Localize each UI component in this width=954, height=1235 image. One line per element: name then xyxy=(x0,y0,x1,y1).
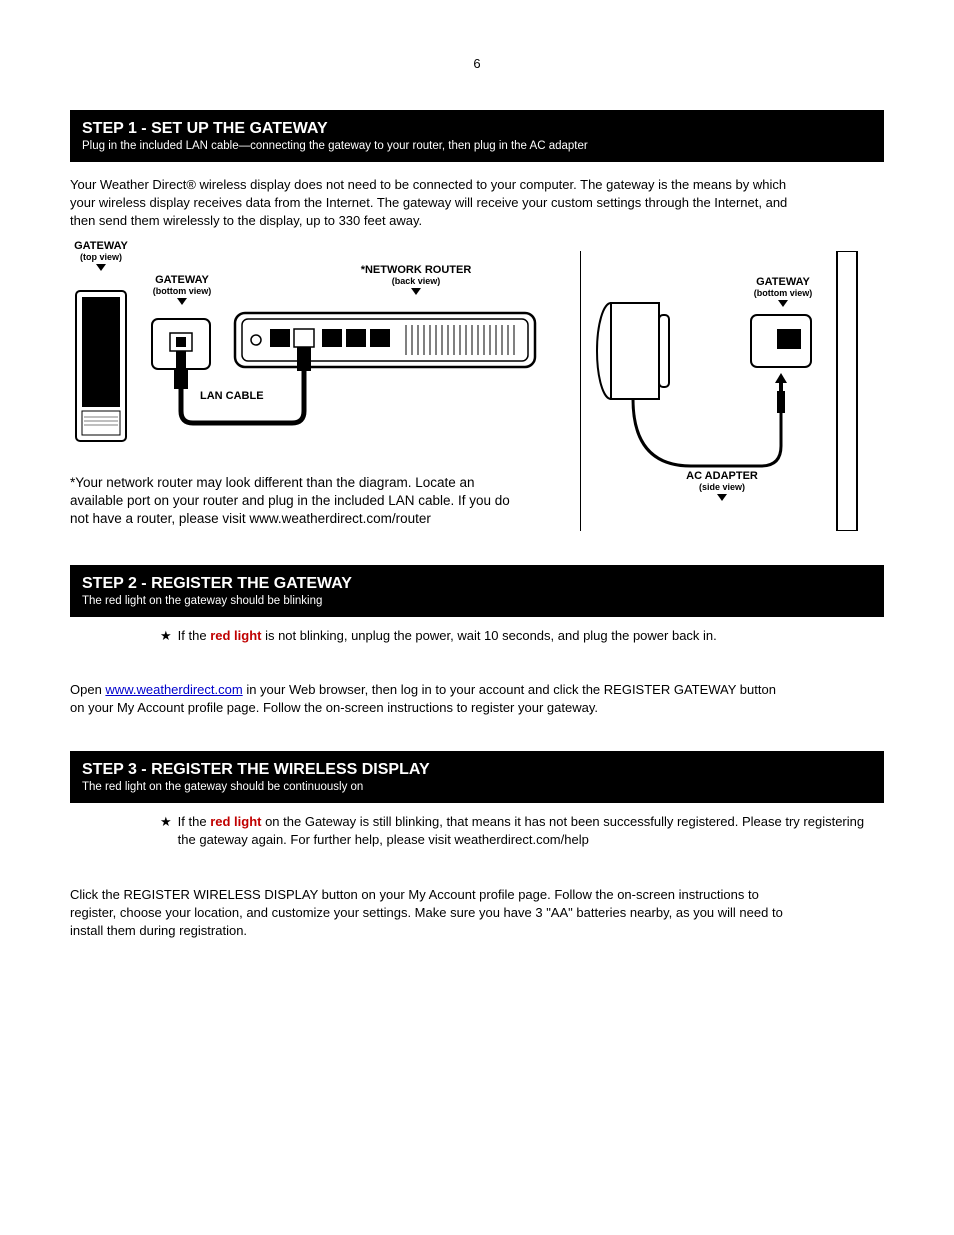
arrow-icon xyxy=(177,298,187,305)
step2-star-text: If the red light is not blinking, unplug… xyxy=(178,627,717,645)
star-icon: ★ xyxy=(160,813,172,831)
label-lan-cable: LAN CABLE xyxy=(200,391,264,403)
arrow-icon xyxy=(96,264,106,271)
step1-diagram: GATEWAY (top view) GATEWAY (bottom view)… xyxy=(70,251,884,531)
step1-title: STEP 1 - SET UP THE GATEWAY xyxy=(82,120,872,138)
step3-bar: STEP 3 - REGISTER THE WIRELESS DISPLAY T… xyxy=(70,751,884,803)
star-icon: ★ xyxy=(160,627,172,645)
arrow-icon xyxy=(411,288,421,295)
step1-instruction: Your Weather Direct® wireless display do… xyxy=(70,176,790,231)
step3-title: STEP 3 - REGISTER THE WIRELESS DISPLAY xyxy=(82,761,872,779)
step3-subtitle: The red light on the gateway should be c… xyxy=(82,781,872,793)
label-gateway-bottom-sub: (bottom view) xyxy=(146,286,218,296)
text-fragment: is not blinking, unplug the power, wait … xyxy=(261,628,716,643)
step3-star-note: ★ If the red light on the Gateway is sti… xyxy=(160,813,880,849)
label-network-router-sub: (back view) xyxy=(346,276,486,286)
text-fragment: If the xyxy=(178,814,211,829)
redlight-text: red light xyxy=(210,814,261,829)
arrow-icon xyxy=(717,494,727,501)
step2-star-note: ★ If the red light is not blinking, unpl… xyxy=(160,627,880,645)
step3-instruction: Click the REGISTER WIRELESS DISPLAY butt… xyxy=(70,886,790,941)
label-network-router: *NETWORK ROUTER xyxy=(346,265,486,277)
step2-instruction: Open www.weatherdirect.com in your Web b… xyxy=(70,681,790,717)
label-gateway-right: GATEWAY xyxy=(747,277,819,289)
step2-title: STEP 2 - REGISTER THE GATEWAY xyxy=(82,575,872,593)
step1-footnote: *Your network router may look different … xyxy=(70,474,510,529)
step2-link[interactable]: www.weatherdirect.com xyxy=(105,682,242,697)
text-fragment: on the Gateway is still blinking, that m… xyxy=(178,814,864,847)
step2-bar: STEP 2 - REGISTER THE GATEWAY The red li… xyxy=(70,565,884,617)
step2-subtitle: The red light on the gateway should be b… xyxy=(82,595,872,607)
label-gateway-bottom: GATEWAY xyxy=(146,275,218,287)
redlight-text: red light xyxy=(210,628,261,643)
text-fragment: If the xyxy=(178,628,211,643)
label-gateway-right-sub: (bottom view) xyxy=(747,288,819,298)
step1-bar: STEP 1 - SET UP THE GATEWAY Plug in the … xyxy=(70,110,884,162)
arrow-icon xyxy=(778,300,788,307)
label-gateway-top-sub: (top view) xyxy=(70,252,132,262)
text-fragment: Open xyxy=(70,682,105,697)
label-ac-adapter-sub: (side view) xyxy=(677,482,767,492)
page-number: 6 xyxy=(473,56,480,71)
label-ac-adapter: AC ADAPTER xyxy=(677,471,767,483)
step1-subtitle: Plug in the included LAN cable—connectin… xyxy=(82,140,872,152)
label-gateway-top: GATEWAY xyxy=(70,241,132,253)
step3-star-text: If the red light on the Gateway is still… xyxy=(178,813,880,849)
